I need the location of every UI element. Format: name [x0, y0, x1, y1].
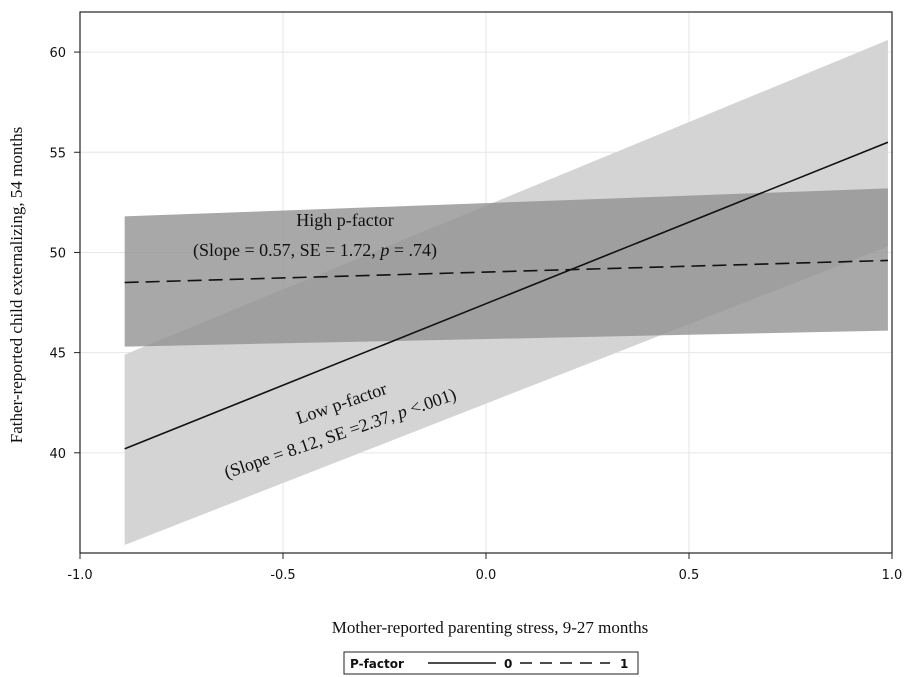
series-line-0 [124, 141, 889, 450]
y-axis-title: Father-reported child externalizing, 54 … [7, 127, 26, 443]
annotation-high-title: High p-factor [296, 210, 393, 230]
x-tick-label-1: -0.5 [270, 568, 295, 583]
x-axis-ticks: -1.0 -0.5 0.0 0.5 1.0 [67, 553, 902, 583]
legend: P-factor 0 1 [343, 651, 639, 675]
annotation-high-p-factor: High p-factor (Slope = 0.57, SE = 1.72, … [193, 210, 437, 261]
x-tick-label-2: 0.0 [476, 568, 497, 583]
confidence-band-1 [124, 188, 888, 347]
legend-title: P-factor [350, 657, 404, 671]
annotation-high-stats-b: = .74) [389, 240, 437, 261]
series-line-1 [124, 259, 888, 284]
y-tick-label-0: 40 [49, 447, 66, 462]
x-axis-title: Mother-reported parenting stress, 9-27 m… [332, 618, 648, 637]
annotation-high-stats: (Slope = 0.57, SE = 1.72, p = .74) [193, 240, 437, 261]
annotation-high-stats-a: (Slope = 0.57, SE = 1.72, [193, 240, 380, 261]
x-tick-label-0: -1.0 [67, 568, 92, 583]
legend-label-0: 0 [504, 657, 512, 671]
y-tick-label-1: 45 [49, 347, 66, 362]
confidence-bands [124, 40, 888, 545]
series-lines [124, 141, 889, 450]
x-tick-label-3: 0.5 [679, 568, 700, 583]
y-tick-label-2: 50 [49, 246, 66, 261]
y-tick-label-3: 55 [49, 146, 66, 161]
x-tick-label-4: 1.0 [882, 568, 903, 583]
y-axis-ticks: 40 45 50 55 60 [49, 46, 80, 462]
y-tick-label-4: 60 [49, 46, 66, 61]
annotation-high-stats-p: p [378, 240, 389, 260]
legend-label-1: 1 [620, 657, 628, 671]
